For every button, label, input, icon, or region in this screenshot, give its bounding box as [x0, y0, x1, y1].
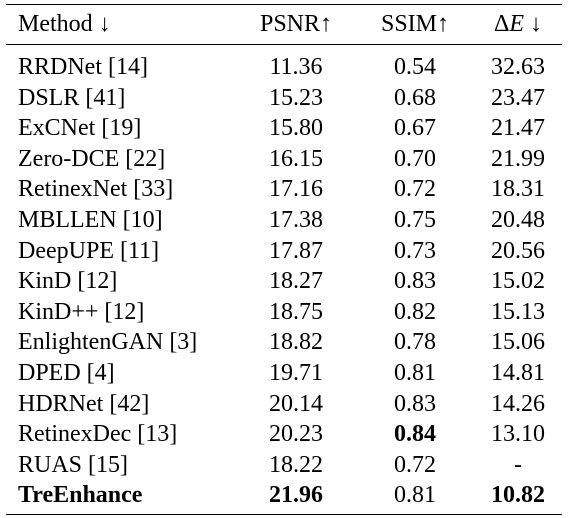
cell-method: HDRNet [42]: [18, 390, 150, 417]
table-bottom-rule: [6, 514, 562, 515]
cell-method: ExCNet [19]: [18, 115, 142, 142]
cell-delta-e: 20.48: [491, 207, 545, 233]
table-row: RetinexDec [13] 20.23 0.84 13.10: [6, 419, 562, 449]
cell-method: RUAS [15]: [18, 451, 129, 478]
cell-ssim: 0.81: [394, 360, 436, 386]
table-row: EnlightenGAN [3] 18.82 0.78 15.06: [6, 327, 562, 357]
table-row: ExCNet [19] 15.80 0.67 21.47: [6, 113, 562, 143]
cell-delta-e: 15.13: [491, 298, 545, 325]
cell-delta-e: 21.47: [491, 115, 545, 142]
header-psnr: PSNR↑: [259, 11, 333, 37]
cell-psnr: 19.71: [269, 360, 323, 386]
cell-ssim: 0.73: [394, 237, 436, 264]
table-row: KinD++ [12] 18.75 0.82 15.13: [6, 297, 562, 327]
cell-delta-e: 23.47: [491, 84, 545, 111]
cell-method: DPED [4]: [18, 360, 115, 386]
cell-method: RetinexDec [13]: [18, 421, 178, 448]
table-row: Zero-DCE [22] 16.15 0.70 21.99: [6, 144, 562, 174]
cell-method: DSLR [41]: [18, 84, 126, 111]
cell-ssim: 0.82: [394, 298, 436, 325]
header-ssim: SSIM↑: [380, 11, 450, 37]
cell-delta-e: 21.99: [491, 145, 545, 172]
cell-psnr: 17.16: [269, 176, 323, 203]
header-method: Method ↓: [18, 11, 111, 37]
cell-psnr: 17.87: [269, 237, 323, 264]
cell-ssim: 0.75: [394, 207, 436, 233]
cell-ssim: 0.67: [394, 115, 436, 142]
cell-delta-e: 14.26: [491, 390, 545, 417]
cell-method: Zero-DCE [22]: [18, 145, 166, 172]
table-row: MBLLEN [10] 17.38 0.75 20.48: [6, 205, 562, 235]
table-row: DeepUPE [11] 17.87 0.73 20.56: [6, 236, 562, 266]
cell-delta-e: -: [514, 451, 522, 478]
table-row: RRDNet [14] 11.36 0.54 32.63: [6, 52, 562, 82]
cell-method: KinD [12]: [18, 268, 118, 295]
cell-delta-e: 13.10: [491, 421, 545, 448]
cell-ssim: 0.84: [394, 421, 436, 448]
table-row: KinD [12] 18.27 0.83 15.02: [6, 266, 562, 296]
cell-method: TreEnhance: [18, 482, 143, 509]
cell-ssim: 0.83: [394, 268, 436, 295]
cell-delta-e: 32.63: [491, 54, 545, 80]
cell-method: RetinexNet [33]: [18, 176, 174, 203]
cell-delta-e: 18.31: [491, 176, 545, 203]
cell-psnr: 11.36: [269, 54, 323, 80]
cell-psnr: 20.23: [269, 421, 323, 448]
cell-psnr: 18.27: [269, 268, 323, 295]
cell-psnr: 18.75: [269, 298, 323, 325]
cell-psnr: 17.38: [269, 207, 323, 233]
table-row: HDRNet [42] 20.14 0.83 14.26: [6, 389, 562, 419]
table-row: RUAS [15] 18.22 0.72 -: [6, 450, 562, 480]
cell-ssim: 0.72: [394, 451, 436, 478]
table-row: RetinexNet [33] 17.16 0.72 18.31: [6, 174, 562, 204]
cell-ssim: 0.68: [394, 84, 436, 111]
cell-method: DeepUPE [11]: [18, 237, 160, 264]
cell-method: EnlightenGAN [3]: [18, 329, 198, 356]
header-delta-e-letter: E: [509, 11, 525, 37]
cell-delta-e: 20.56: [491, 237, 545, 264]
cell-delta-e: 15.02: [491, 268, 545, 295]
cell-method: RRDNet [14]: [18, 54, 148, 80]
table-header-rule: [6, 44, 562, 45]
cell-psnr: 15.80: [269, 115, 323, 142]
table-row: TreEnhance 21.96 0.81 10.82: [6, 480, 562, 510]
cell-psnr: 15.23: [269, 84, 323, 111]
cell-psnr: 18.82: [269, 329, 323, 356]
cell-ssim: 0.81: [394, 482, 436, 509]
header-delta-e-arrow: ↓: [530, 11, 543, 37]
cell-ssim: 0.83: [394, 390, 436, 417]
table-header-row: Method ↓ PSNR↑ SSIM↑ ΔE ↓: [6, 8, 562, 40]
cell-psnr: 18.22: [269, 451, 323, 478]
table-row: DSLR [41] 15.23 0.68 23.47: [6, 83, 562, 113]
cell-psnr: 16.15: [269, 145, 323, 172]
table-top-rule: [6, 4, 562, 5]
cell-psnr: 20.14: [269, 390, 323, 417]
cell-method: MBLLEN [10]: [18, 207, 163, 233]
cell-ssim: 0.54: [394, 54, 436, 80]
cell-ssim: 0.78: [394, 329, 436, 356]
header-delta-e: ΔE ↓: [474, 8, 562, 40]
table-row: DPED [4] 19.71 0.81 14.81: [6, 358, 562, 388]
cell-delta-e: 10.82: [491, 482, 545, 509]
cell-ssim: 0.72: [394, 176, 436, 203]
cell-ssim: 0.70: [394, 145, 436, 172]
cell-delta-e: 15.06: [491, 329, 545, 356]
cell-delta-e: 14.81: [491, 360, 545, 386]
header-delta-e-symbol: Δ: [493, 11, 510, 37]
cell-method: KinD++ [12]: [18, 298, 145, 325]
cell-psnr: 21.96: [269, 482, 323, 509]
